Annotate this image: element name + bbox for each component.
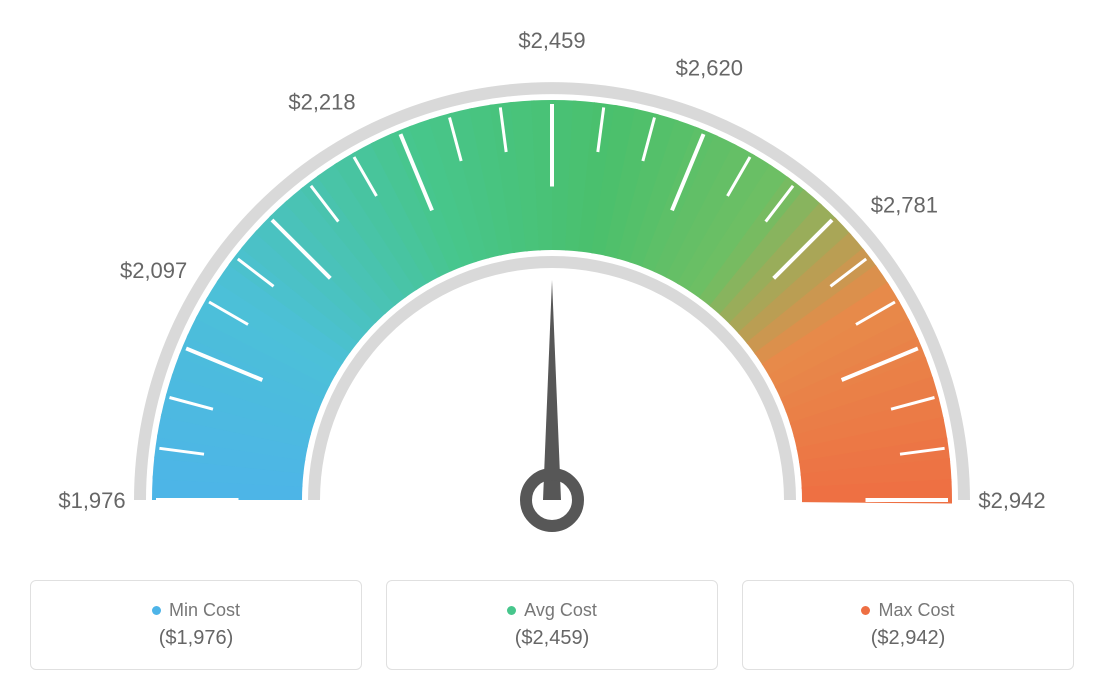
legend-label: Max Cost xyxy=(878,600,954,621)
gauge-tick-label: $2,781 xyxy=(871,192,938,217)
gauge-tick-label: $2,459 xyxy=(518,28,585,53)
gauge-tick-label: $2,218 xyxy=(288,90,355,115)
gauge-needle xyxy=(543,280,561,500)
legend-title-max: Max Cost xyxy=(861,600,954,621)
dot-icon xyxy=(507,606,516,615)
legend-label: Min Cost xyxy=(169,600,240,621)
gauge-chart: $1,976 $2,097 $2,218 $2,459 $2,620 $2,781 $2,9… xyxy=(0,0,1104,560)
legend-card-avg: Avg Cost ($2,459) xyxy=(386,580,718,670)
dot-icon xyxy=(861,606,870,615)
legend-label: Avg Cost xyxy=(524,600,597,621)
legend-title-avg: Avg Cost xyxy=(507,600,597,621)
legend-card-min: Min Cost ($1,976) xyxy=(30,580,362,670)
gauge-tick-label: $2,942 xyxy=(978,488,1045,513)
dot-icon xyxy=(152,606,161,615)
legend-card-max: Max Cost ($2,942) xyxy=(742,580,1074,670)
legend-value-avg: ($2,459) xyxy=(515,627,590,650)
legend-value-min: ($1,976) xyxy=(159,627,234,650)
legend-title-min: Min Cost xyxy=(152,600,240,621)
legend-row: Min Cost ($1,976) Avg Cost ($2,459) Max … xyxy=(30,580,1074,670)
legend-value-max: ($2,942) xyxy=(871,627,946,650)
gauge-tick-label: $2,620 xyxy=(676,56,743,81)
gauge-tick-label: $1,976 xyxy=(58,488,125,513)
gauge-tick-label: $2,097 xyxy=(120,258,187,283)
